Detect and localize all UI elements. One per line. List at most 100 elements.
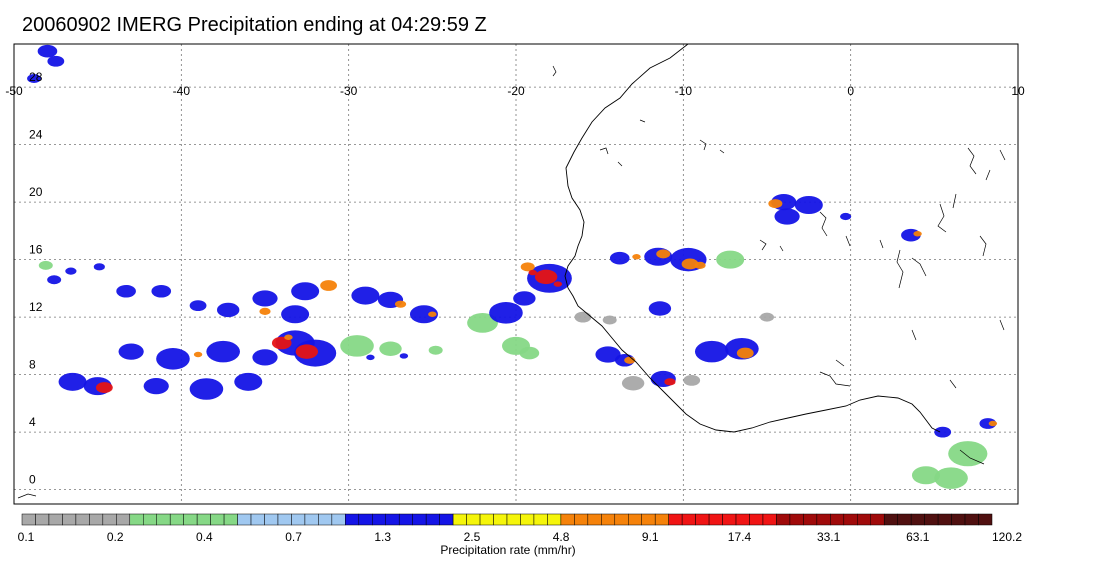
latitude-label: 0 <box>29 473 36 487</box>
precipitation-cell <box>351 286 380 305</box>
colorbar-box <box>372 513 386 526</box>
precipitation-cell <box>216 302 240 318</box>
precipitation-cell <box>428 311 437 317</box>
colorbar-box <box>358 513 373 526</box>
colorbar-box <box>816 513 831 526</box>
colorbar-box <box>277 513 292 526</box>
precipitation-cell <box>774 208 800 225</box>
precipitation-cell <box>259 307 271 315</box>
colorbar-tick-labels: 0.1 0.2 0.4 0.7 1.3 2.5 4.8 9.1 17.4 33.1 63.1 120.… <box>18 530 1023 544</box>
precipitation-cell <box>409 305 438 324</box>
precipitation-cell <box>234 372 263 391</box>
precipitation-cell <box>913 231 922 237</box>
latitude-label: 4 <box>29 415 36 429</box>
colorbar-box <box>749 513 764 526</box>
colorbar-box <box>412 513 427 526</box>
colorbar-box <box>883 513 898 526</box>
precipitation-cell <box>664 378 676 386</box>
colorbar-box <box>439 513 454 526</box>
precipitation-cell <box>467 312 498 333</box>
precipitation-cell <box>979 418 997 429</box>
longitude-labels: -50 -40 -30 -20 -10 0 10 <box>5 84 1025 98</box>
colorbar-box <box>156 513 171 526</box>
colorbar-tick-label: 0.1 <box>18 530 35 544</box>
precipitation-cell <box>632 254 641 260</box>
longitude-label: -40 <box>173 84 191 98</box>
colorbar-box <box>789 513 804 526</box>
precipitation-cell <box>948 441 988 467</box>
precipitation-cell <box>156 348 190 370</box>
precipitation-cell <box>116 284 136 298</box>
precipitation-cell <box>519 346 540 360</box>
colorbar-box <box>425 513 440 526</box>
plot-frame <box>13 43 1019 505</box>
colorbar-box <box>695 513 710 526</box>
latitude-label: 20 <box>29 185 43 199</box>
colorbar-box <box>614 513 629 526</box>
colorbar-box <box>452 513 467 526</box>
precipitation-cell <box>291 282 320 301</box>
precipitation-cell <box>794 196 823 214</box>
colorbar-box <box>345 513 360 526</box>
colorbar-box <box>143 513 157 526</box>
precipitation-cell <box>648 301 672 316</box>
colorbar-box <box>587 513 602 526</box>
colorbar-box <box>762 513 777 526</box>
colorbar-box <box>264 513 279 526</box>
colorbar-box <box>937 513 952 526</box>
precipitation-cell <box>602 315 617 325</box>
precipitation-cell <box>151 284 172 298</box>
colorbar-box <box>385 513 400 526</box>
colorbar-box <box>574 513 589 526</box>
colorbar-box <box>681 513 696 526</box>
colorbar-box <box>857 513 871 526</box>
precipitation-field <box>27 44 998 489</box>
precipitation-cell <box>65 267 77 275</box>
colorbar-box <box>803 513 818 526</box>
precipitation-cell <box>95 382 113 393</box>
longitude-label: -10 <box>675 84 693 98</box>
colorbar-box <box>843 513 858 526</box>
colorbar-box <box>910 513 925 526</box>
colorbar-box <box>654 513 669 526</box>
precipitation-cell <box>716 250 745 269</box>
precipitation-cell <box>768 199 783 209</box>
colorbar-box <box>830 513 845 526</box>
colorbar-tick-label: 33.1 <box>817 530 841 544</box>
colorbar-box <box>62 513 77 526</box>
map-title: 20060902 IMERG Precipitation ending at 0… <box>22 14 487 36</box>
precipitation-cell <box>399 353 409 359</box>
precipitation-cell <box>621 376 645 391</box>
colorbar-box <box>116 513 131 526</box>
colorbar-box <box>169 513 184 526</box>
colorbar-tick-label: 4.8 <box>553 530 570 544</box>
precipitation-cell <box>320 280 337 291</box>
colorbar-box <box>291 513 306 526</box>
precipitation-cell <box>489 302 523 324</box>
precipitation-cell <box>934 467 968 489</box>
colorbar-box <box>897 513 912 526</box>
precipitation-cell <box>609 251 630 265</box>
colorbar-label: Precipitation rate (mm/hr) <box>440 543 575 557</box>
colorbar-box <box>641 513 656 526</box>
latitude-labels: 0 4 8 12 16 20 24 28 <box>29 70 43 487</box>
colorbar-box <box>237 513 252 526</box>
precipitation-cell <box>428 345 443 355</box>
precipitation-cell <box>193 351 203 358</box>
colorbar-box <box>318 513 333 526</box>
colorbar-box <box>466 513 481 526</box>
precipitation-cell <box>340 335 374 357</box>
precipitation-cell <box>27 74 42 83</box>
colorbar <box>21 513 993 526</box>
longitude-label: -30 <box>340 84 358 98</box>
colorbar-box <box>102 513 117 526</box>
latitude-label: 24 <box>29 128 43 142</box>
precipitation-cell <box>295 344 319 359</box>
precipitation-cell <box>911 466 940 485</box>
colorbar-box <box>722 513 737 526</box>
colorbar-box <box>398 513 413 526</box>
precipitation-cell <box>528 269 537 276</box>
colorbar-tick-label: 17.4 <box>728 530 752 544</box>
latitude-label: 8 <box>29 358 36 372</box>
